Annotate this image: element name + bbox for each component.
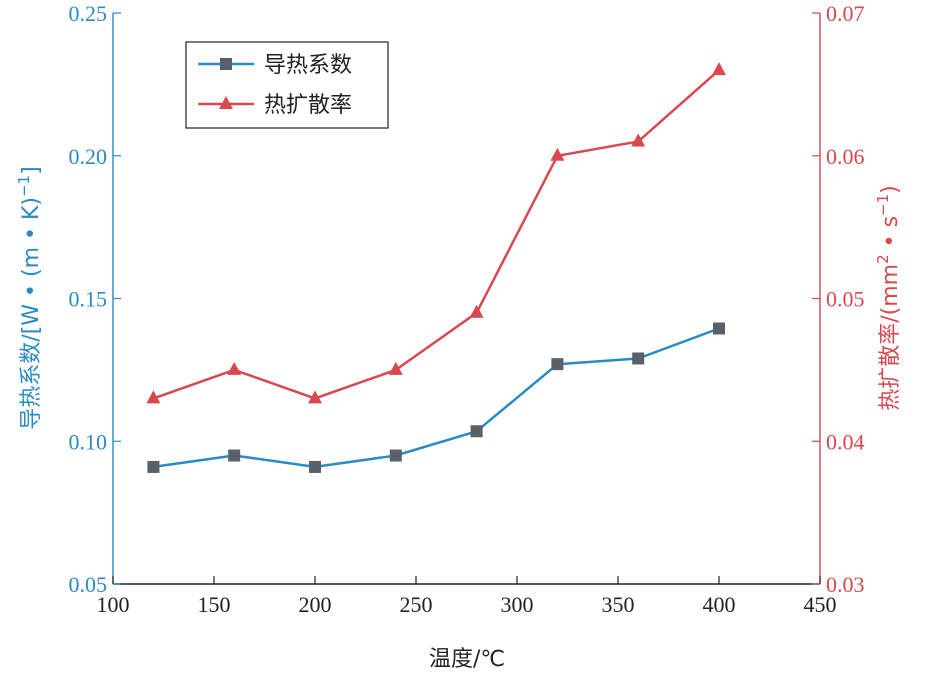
legend-label-thermal-diffusivity: 热扩散率 xyxy=(264,93,352,118)
data-point-triangle xyxy=(308,390,322,404)
data-point-square xyxy=(551,358,564,371)
x-tick-label: 200 xyxy=(299,592,332,617)
right-y-axis-title-mid: • s xyxy=(878,216,903,254)
legend-box xyxy=(185,41,389,129)
data-point-square xyxy=(228,449,241,462)
data-point-triangle xyxy=(631,133,646,147)
x-axis-title: 温度/℃ xyxy=(429,647,505,672)
left-y-tick-label: 0.20 xyxy=(69,144,108,169)
data-point-triangle xyxy=(146,390,161,404)
right-y-axis-title: 热扩散率/(mm2 • s−1) xyxy=(874,185,903,411)
x-tick-label: 250 xyxy=(400,592,433,617)
data-point-square xyxy=(470,425,483,438)
left-y-tick-label: 0.15 xyxy=(69,287,108,312)
right-y-tick-label: 0.07 xyxy=(826,1,865,26)
data-point-triangle xyxy=(550,147,565,161)
legend: 导热系数 热扩散率 xyxy=(185,41,389,129)
right-y-axis-title-main: 热扩散率/(mm xyxy=(878,264,903,411)
x-tick-label: 350 xyxy=(602,592,635,617)
series-line-0 xyxy=(153,327,720,469)
x-axis-ticks: 100 150 200 250 300 350 400 450 xyxy=(97,576,837,617)
right-y-tick-label: 0.05 xyxy=(826,287,865,312)
x-tick-label: 100 xyxy=(97,592,130,617)
data-point-triangle xyxy=(227,361,242,375)
left-y-axis-ticks: 0.05 0.10 0.15 0.20 0.25 xyxy=(69,1,121,597)
x-tick-label: 450 xyxy=(804,592,837,617)
right-y-axis-title-exponent-1: 2 xyxy=(874,254,892,264)
right-y-tick-label: 0.03 xyxy=(826,572,865,597)
legend-label-thermal-conductivity: 导热系数 xyxy=(264,53,352,78)
right-y-axis-title-close: ) xyxy=(878,185,903,194)
data-point-square xyxy=(713,322,725,335)
right-y-tick-label: 0.06 xyxy=(826,144,865,169)
legend-marker-square xyxy=(220,58,232,70)
data-point-square xyxy=(389,449,402,462)
left-y-axis-title: 导热系数/[W • (m • K)−1] xyxy=(15,166,44,429)
left-y-axis-title-exponent: −1 xyxy=(15,175,33,197)
left-y-axis-title-main: 导热系数/[W • (m • K) xyxy=(19,197,44,430)
data-point-square xyxy=(632,352,645,365)
data-point-square xyxy=(309,460,321,473)
left-y-tick-label: 0.05 xyxy=(69,572,108,597)
series-line-1 xyxy=(152,69,720,400)
x-tick-label: 400 xyxy=(703,592,736,617)
left-y-tick-label: 0.10 xyxy=(69,429,108,454)
x-tick-label: 150 xyxy=(198,592,231,617)
left-y-tick-label: 0.25 xyxy=(69,1,108,26)
right-y-axis-title-exponent-2: −1 xyxy=(874,194,892,216)
x-tick-label: 300 xyxy=(501,592,534,617)
data-point-triangle xyxy=(388,361,403,375)
series-layer xyxy=(146,62,726,473)
legend-marker-triangle xyxy=(219,96,233,109)
right-y-tick-label: 0.04 xyxy=(826,429,865,454)
right-y-axis-ticks: 0.03 0.04 0.05 0.06 0.07 xyxy=(812,1,865,597)
data-point-square xyxy=(147,460,160,473)
data-point-triangle xyxy=(469,304,484,318)
left-y-axis-title-close: ] xyxy=(19,166,44,175)
data-point-triangle xyxy=(712,62,726,76)
